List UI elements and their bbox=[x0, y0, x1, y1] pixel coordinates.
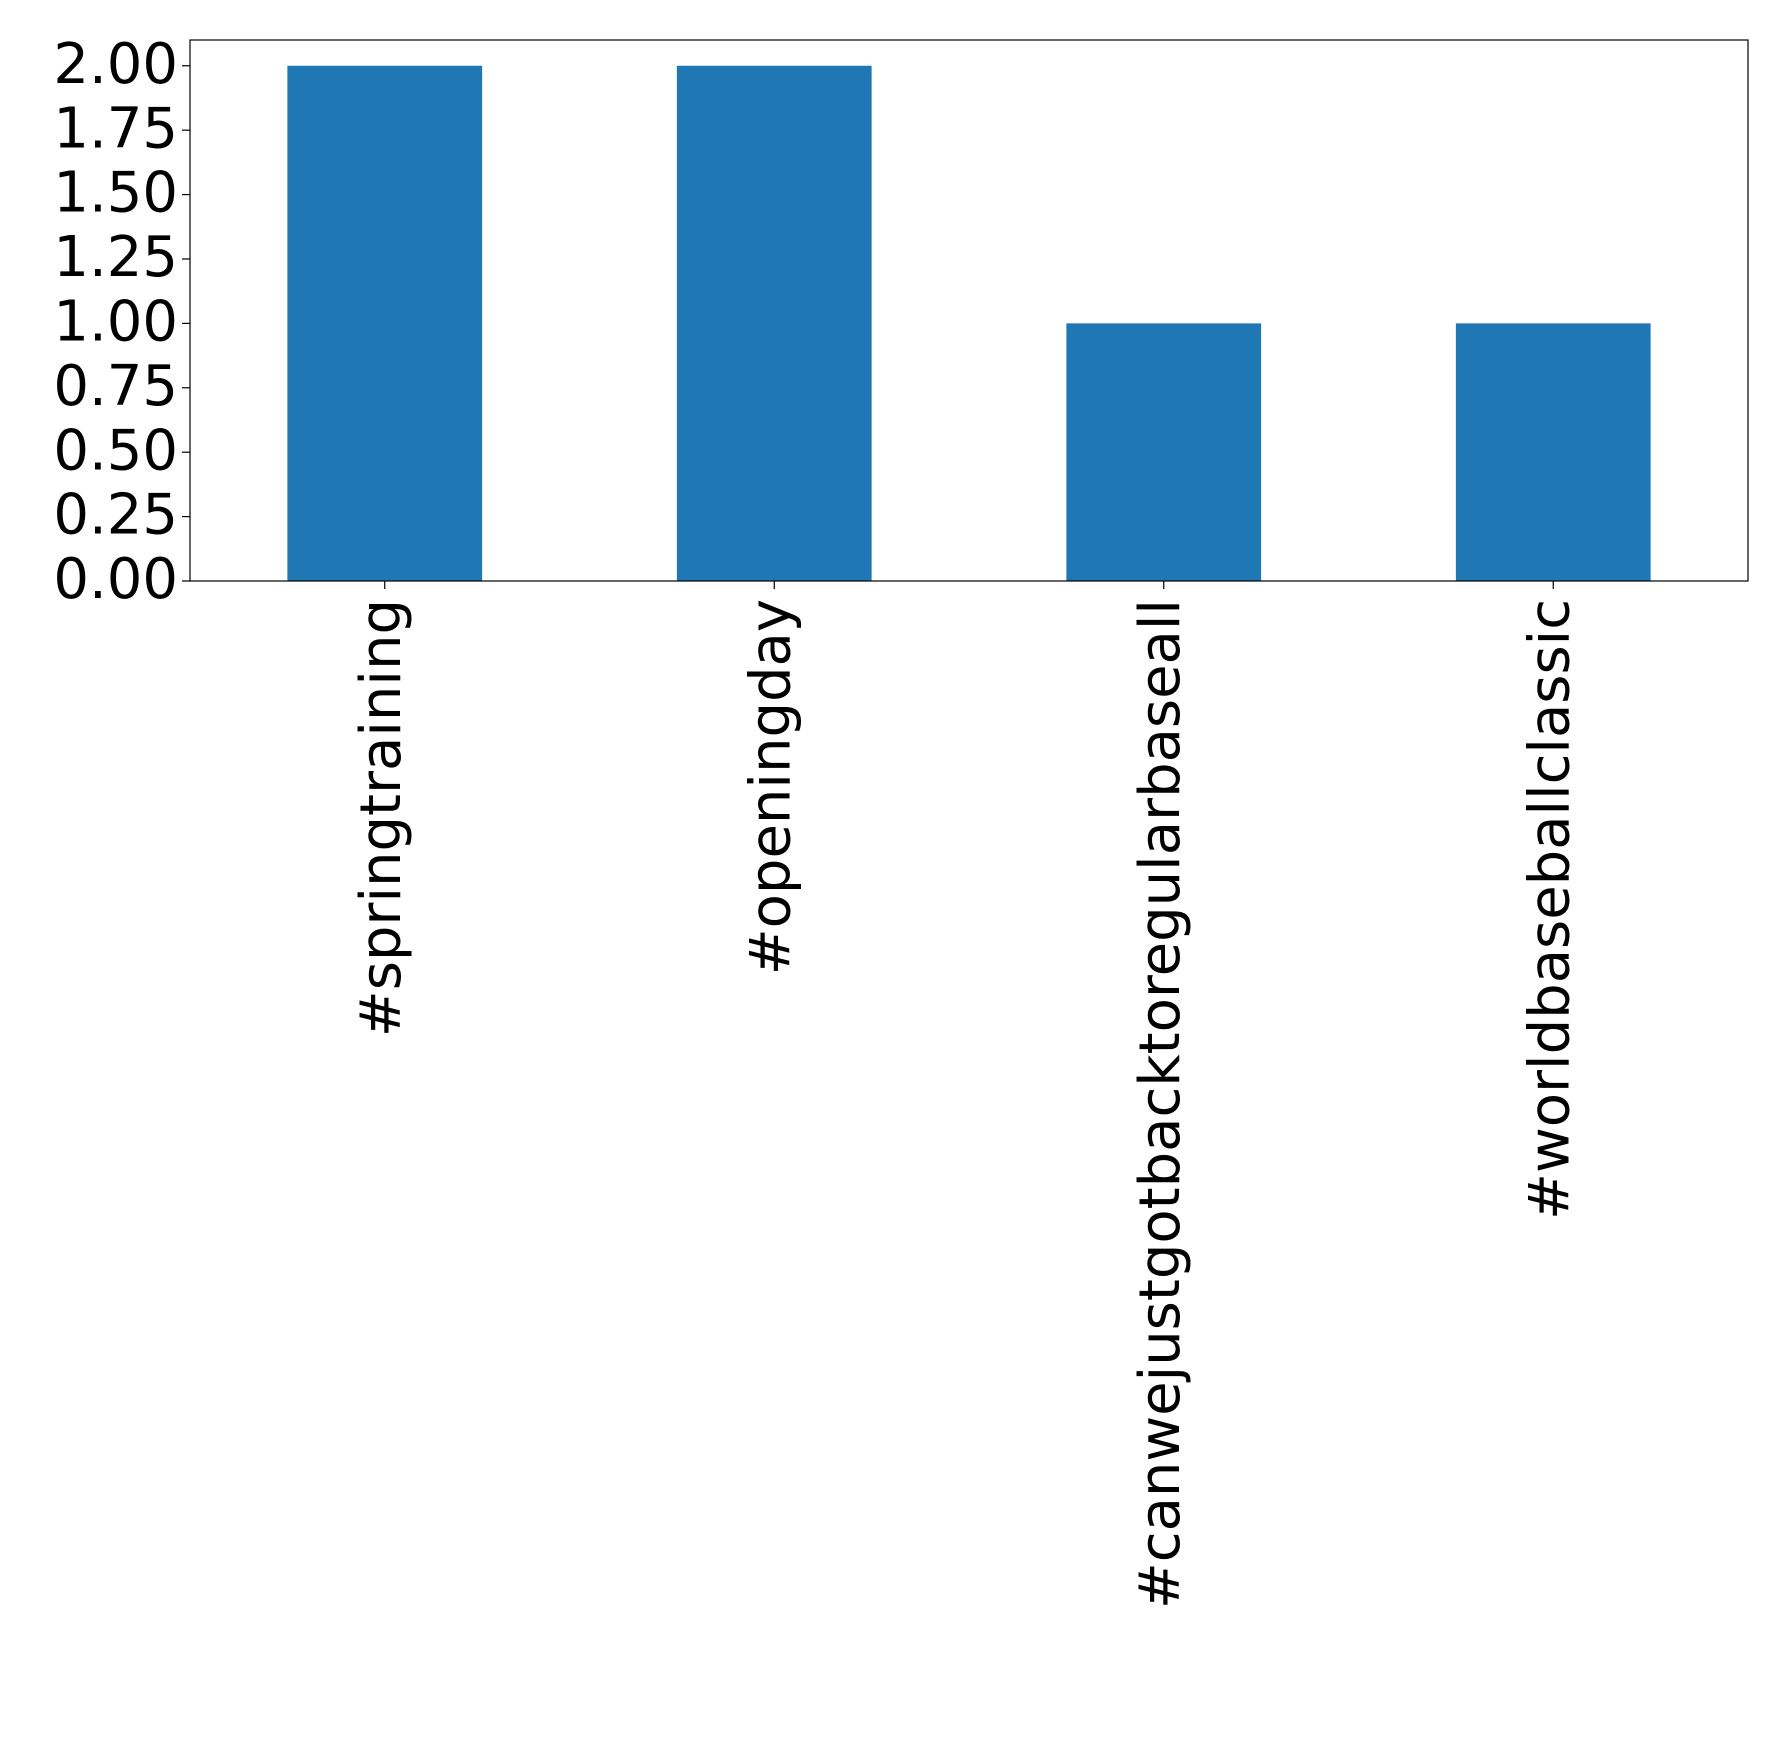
y-tick-label: 2.00 bbox=[53, 32, 178, 97]
y-tick-label: 0.25 bbox=[53, 483, 178, 548]
bar bbox=[676, 65, 872, 581]
bar bbox=[1066, 323, 1262, 581]
y-tick-label: 0.00 bbox=[53, 547, 178, 612]
y-tick-label: 1.00 bbox=[53, 290, 178, 355]
x-tick-label: #openingday bbox=[738, 599, 803, 975]
y-tick-label: 1.25 bbox=[53, 225, 178, 290]
y-tick-label: 0.75 bbox=[53, 354, 178, 419]
plot-frame bbox=[189, 39, 1749, 582]
y-tick-label: 1.75 bbox=[53, 96, 178, 161]
y-tick-label: 1.50 bbox=[53, 161, 178, 226]
x-tick-label: #worldbaseballclassic bbox=[1517, 599, 1582, 1220]
bar bbox=[287, 65, 483, 581]
bar bbox=[1455, 323, 1651, 581]
y-tick-label: 0.50 bbox=[53, 418, 178, 483]
x-tick-label: #canwejustgotbacktoregularbaseall bbox=[1128, 599, 1193, 1609]
x-tick-label: #springtraining bbox=[349, 599, 414, 1037]
